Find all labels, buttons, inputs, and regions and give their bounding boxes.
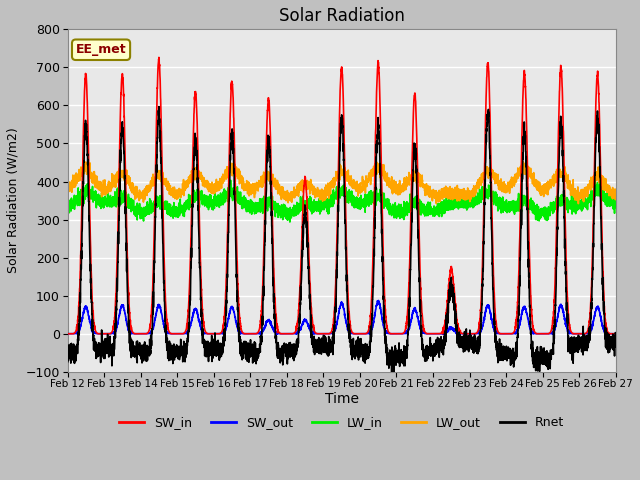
X-axis label: Time: Time bbox=[324, 392, 358, 406]
Y-axis label: Solar Radiation (W/m2): Solar Radiation (W/m2) bbox=[7, 128, 20, 274]
Title: Solar Radiation: Solar Radiation bbox=[278, 7, 404, 25]
Legend: SW_in, SW_out, LW_in, LW_out, Rnet: SW_in, SW_out, LW_in, LW_out, Rnet bbox=[114, 411, 569, 434]
Text: EE_met: EE_met bbox=[76, 43, 126, 56]
